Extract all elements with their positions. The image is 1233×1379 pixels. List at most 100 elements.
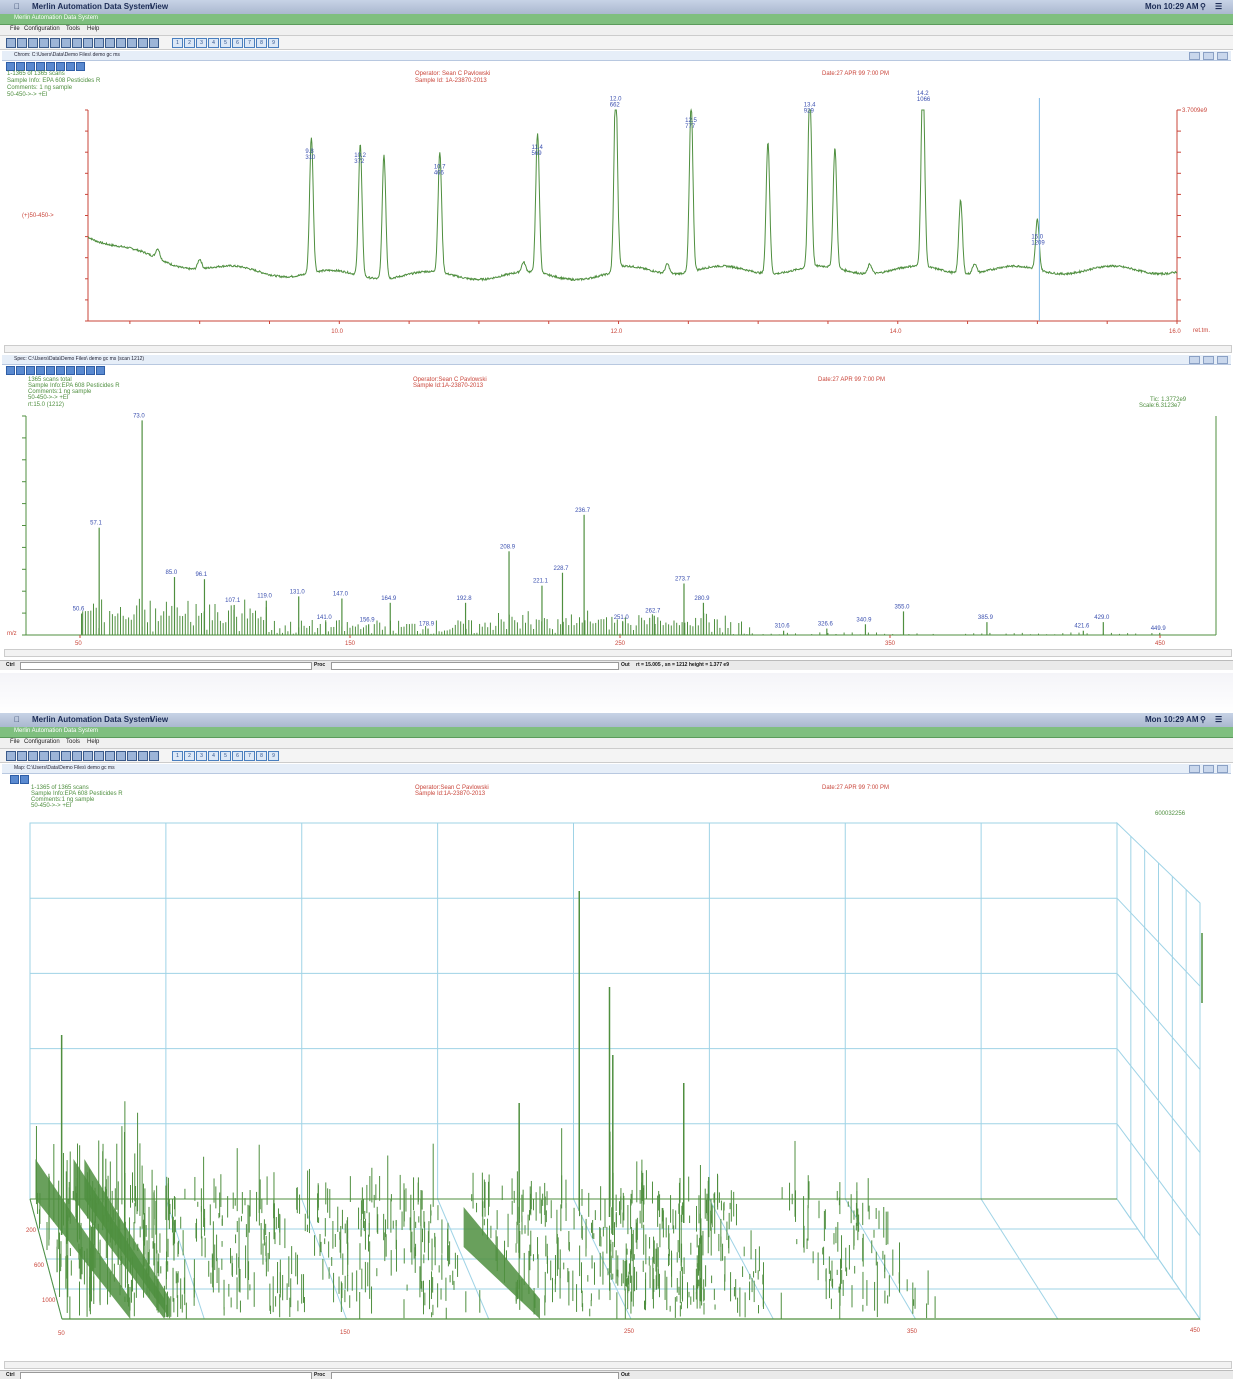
tool-icon[interactable] [10, 775, 19, 784]
tool-icon[interactable] [6, 366, 15, 375]
map-scrollbar[interactable] [4, 1361, 1232, 1369]
toolbar-button[interactable] [39, 38, 49, 48]
menu-file[interactable]: File [10, 26, 20, 32]
toolbar-number-button[interactable]: 1 [172, 751, 183, 761]
list-icon[interactable]: ☰ [1215, 715, 1223, 724]
minimize-button[interactable] [1189, 765, 1200, 773]
menu-help[interactable]: Help [87, 739, 100, 745]
search-icon[interactable]: ⚲ [1200, 715, 1206, 724]
toolbar-number-button[interactable]: 4 [208, 751, 219, 761]
maximize-button[interactable] [1203, 52, 1214, 60]
tool-icon[interactable] [66, 62, 75, 71]
toolbar-button[interactable] [17, 751, 27, 761]
toolbar-button[interactable] [149, 38, 159, 48]
tool-icon[interactable] [26, 366, 35, 375]
menu-configuration[interactable]: Configuration [24, 26, 60, 32]
os-app-name[interactable]: Merlin Automation Data System [32, 715, 153, 724]
toolbar-button[interactable] [83, 751, 93, 761]
ctrl-field[interactable] [20, 1372, 312, 1379]
apple-icon[interactable]:  [14, 2, 20, 11]
chrom-scrollbar[interactable] [4, 345, 1232, 353]
tool-icon[interactable] [76, 366, 85, 375]
mass-spectrum-chart[interactable]: 50 150 250 350 450 50.6 57.1 73.0 85.0 96.1 107.1 1… [0, 0, 1233, 650]
toolbar-number-button[interactable]: 7 [244, 751, 255, 761]
toolbar-button[interactable] [138, 38, 148, 48]
proc-field[interactable] [331, 1372, 619, 1379]
toolbar-button[interactable] [149, 751, 159, 761]
toolbar-number-button[interactable]: 8 [256, 751, 267, 761]
toolbar-button[interactable] [127, 751, 137, 761]
spec-scrollbar[interactable] [4, 649, 1232, 657]
toolbar-number-button[interactable]: 5 [220, 38, 231, 48]
tool-icon[interactable] [36, 366, 45, 375]
menu-tools[interactable]: Tools [66, 26, 81, 32]
tool-icon[interactable] [46, 366, 55, 375]
close-button[interactable] [1217, 356, 1228, 364]
toolbar-button[interactable] [72, 38, 82, 48]
toolbar-number-button[interactable]: 3 [196, 751, 207, 761]
toolbar-button[interactable] [17, 38, 27, 48]
tool-icon[interactable] [96, 366, 105, 375]
toolbar-button[interactable] [94, 751, 104, 761]
menu-configuration[interactable]: Configuration [24, 739, 60, 745]
toolbar-button[interactable] [28, 38, 38, 48]
tool-icon[interactable] [66, 366, 75, 375]
toolbar-button[interactable] [138, 751, 148, 761]
tool-icon[interactable] [46, 62, 55, 71]
toolbar-number-button[interactable]: 6 [232, 751, 243, 761]
minimize-button[interactable] [1189, 52, 1200, 60]
toolbar-number-button[interactable]: 9 [268, 38, 279, 48]
toolbar-number-button[interactable]: 2 [184, 751, 195, 761]
toolbar-button[interactable] [61, 751, 71, 761]
toolbar-number-button[interactable]: 1 [172, 38, 183, 48]
toolbar-button[interactable] [94, 38, 104, 48]
menu-help[interactable]: Help [87, 26, 100, 32]
search-icon[interactable]: ⚲ [1200, 2, 1206, 11]
os-menu-view[interactable]: View [150, 715, 169, 724]
toolbar-number-button[interactable]: 4 [208, 38, 219, 48]
tool-icon[interactable] [36, 62, 45, 71]
tool-icon[interactable] [56, 62, 65, 71]
toolbar-button[interactable] [50, 38, 60, 48]
toolbar-button[interactable] [28, 751, 38, 761]
os-clock[interactable]: Mon 10:29 AM [1145, 2, 1199, 11]
toolbar-number-button[interactable]: 2 [184, 38, 195, 48]
close-button[interactable] [1217, 765, 1228, 773]
tool-icon[interactable] [26, 62, 35, 71]
tool-icon[interactable] [16, 62, 25, 71]
toolbar-number-button[interactable]: 9 [268, 751, 279, 761]
tool-icon[interactable] [56, 366, 65, 375]
close-button[interactable] [1217, 52, 1228, 60]
os-menu-view[interactable]: View [150, 2, 169, 11]
tool-icon[interactable] [16, 366, 25, 375]
list-icon[interactable]: ☰ [1215, 2, 1223, 11]
tool-icon[interactable] [76, 62, 85, 71]
toolbar-number-button[interactable]: 8 [256, 38, 267, 48]
minimize-button[interactable] [1189, 356, 1200, 364]
maximize-button[interactable] [1203, 765, 1214, 773]
toolbar-number-button[interactable]: 3 [196, 38, 207, 48]
toolbar-button[interactable] [105, 751, 115, 761]
os-clock[interactable]: Mon 10:29 AM [1145, 715, 1199, 724]
menu-file[interactable]: File [10, 739, 20, 745]
os-app-name[interactable]: Merlin Automation Data System [32, 2, 153, 11]
toolbar-button[interactable] [83, 38, 93, 48]
menu-tools[interactable]: Tools [66, 739, 81, 745]
toolbar-button[interactable] [61, 38, 71, 48]
toolbar-button[interactable] [39, 751, 49, 761]
maximize-button[interactable] [1203, 356, 1214, 364]
ctrl-field[interactable] [20, 662, 312, 670]
toolbar-button[interactable] [116, 751, 126, 761]
three-d-map-chart[interactable] [0, 713, 1233, 1363]
toolbar-button[interactable] [6, 38, 16, 48]
toolbar-number-button[interactable]: 6 [232, 38, 243, 48]
toolbar-number-button[interactable]: 7 [244, 38, 255, 48]
proc-field[interactable] [331, 662, 619, 670]
toolbar-button[interactable] [127, 38, 137, 48]
apple-icon[interactable]:  [14, 715, 20, 724]
toolbar-button[interactable] [50, 751, 60, 761]
tool-icon[interactable] [6, 62, 15, 71]
toolbar-button[interactable] [72, 751, 82, 761]
tool-icon[interactable] [20, 775, 29, 784]
